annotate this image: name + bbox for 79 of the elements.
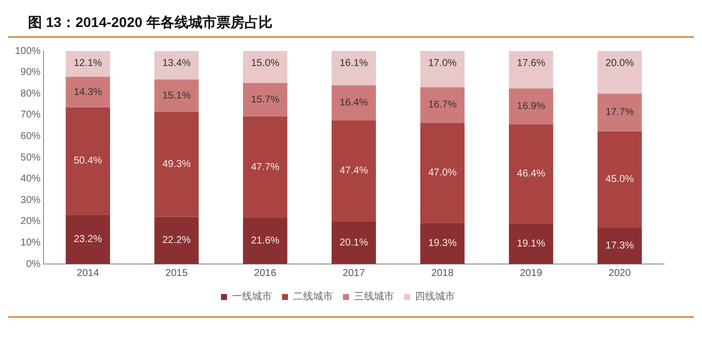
- y-tick-label: 30%: [20, 194, 41, 206]
- data-label: 50.4%: [74, 156, 102, 167]
- bar: [66, 51, 110, 77]
- bar: [66, 76, 110, 108]
- legend-label: 四线城市: [415, 290, 455, 303]
- legend-label: 一线城市: [232, 290, 272, 303]
- data-label: 23.2%: [74, 234, 102, 246]
- y-tick-label: 90%: [20, 67, 41, 78]
- data-label: 17.0%: [428, 58, 457, 69]
- x-tick-label: 2015: [165, 268, 188, 279]
- data-label: 16.9%: [516, 101, 546, 112]
- y-tick-label: 70%: [20, 110, 41, 121]
- chart-title: 图 13：2014-2020 年各线城市票房占比: [8, 8, 694, 38]
- legend-label: 二线城市: [293, 290, 333, 303]
- bar: [154, 51, 199, 80]
- data-label: 16.7%: [428, 100, 457, 111]
- x-tick-label: 2020: [608, 268, 632, 279]
- y-tick-label: 0%: [26, 258, 41, 270]
- bar: [332, 120, 376, 222]
- data-label: 21.6%: [250, 236, 280, 247]
- data-label: 17.6%: [516, 58, 546, 69]
- bar: [420, 122, 465, 223]
- bar: [598, 131, 642, 228]
- data-label: 19.3%: [428, 238, 457, 250]
- data-label: 46.4%: [516, 168, 546, 180]
- legend-label: 三线城市: [354, 290, 394, 303]
- y-tick-label: 100%: [15, 46, 41, 57]
- data-label: 45.0%: [606, 174, 634, 185]
- y-tick-label: 10%: [20, 237, 41, 248]
- bar: [66, 107, 110, 215]
- y-tick-label: 20%: [20, 216, 41, 228]
- bar: [243, 51, 288, 83]
- bar: [243, 218, 288, 264]
- bar: [243, 82, 288, 116]
- bar: [154, 80, 199, 112]
- data-label: 16.4%: [340, 98, 368, 109]
- x-tick-label: 2018: [431, 268, 454, 279]
- bar: [508, 51, 554, 88]
- bar: [420, 87, 465, 123]
- x-tick-label: 2019: [520, 268, 543, 279]
- bar: [508, 88, 554, 124]
- data-label: 47.4%: [340, 165, 368, 176]
- x-tick-label: 2014: [76, 268, 100, 279]
- bar: [598, 94, 642, 132]
- bar: [154, 112, 199, 217]
- data-label: 16.1%: [340, 58, 368, 69]
- bar: [598, 51, 642, 94]
- bar: [332, 51, 376, 86]
- data-label: 19.1%: [516, 238, 546, 250]
- data-label: 20.0%: [606, 58, 634, 69]
- bar: [508, 223, 554, 264]
- data-label: 17.3%: [606, 240, 634, 252]
- data-label: 15.7%: [250, 94, 280, 106]
- data-label: 15.0%: [250, 58, 280, 69]
- data-label: 20.1%: [340, 237, 368, 248]
- y-tick-label: 80%: [20, 88, 41, 100]
- bar: [598, 227, 642, 264]
- bar: [332, 85, 376, 120]
- y-tick-label: 40%: [20, 174, 41, 185]
- bar: [420, 222, 465, 264]
- data-label: 12.1%: [74, 58, 102, 69]
- x-tick-label: 2017: [342, 268, 366, 279]
- y-tick-label: 60%: [20, 130, 41, 142]
- bar: [154, 216, 199, 264]
- data-label: 22.2%: [162, 235, 191, 246]
- bar: [332, 221, 376, 264]
- data-label: 13.4%: [162, 58, 191, 69]
- data-label: 15.1%: [162, 90, 191, 102]
- x-tick-label: 2016: [254, 268, 277, 279]
- bar: [66, 214, 110, 264]
- data-label: 17.7%: [606, 107, 634, 118]
- bar: [420, 51, 465, 88]
- bar: [508, 124, 554, 224]
- bar: [243, 116, 288, 218]
- data-label: 49.3%: [162, 158, 191, 170]
- y-tick-label: 50%: [20, 152, 41, 164]
- data-label: 47.0%: [428, 168, 457, 179]
- data-label: 47.7%: [250, 162, 280, 173]
- data-label: 14.3%: [74, 86, 102, 98]
